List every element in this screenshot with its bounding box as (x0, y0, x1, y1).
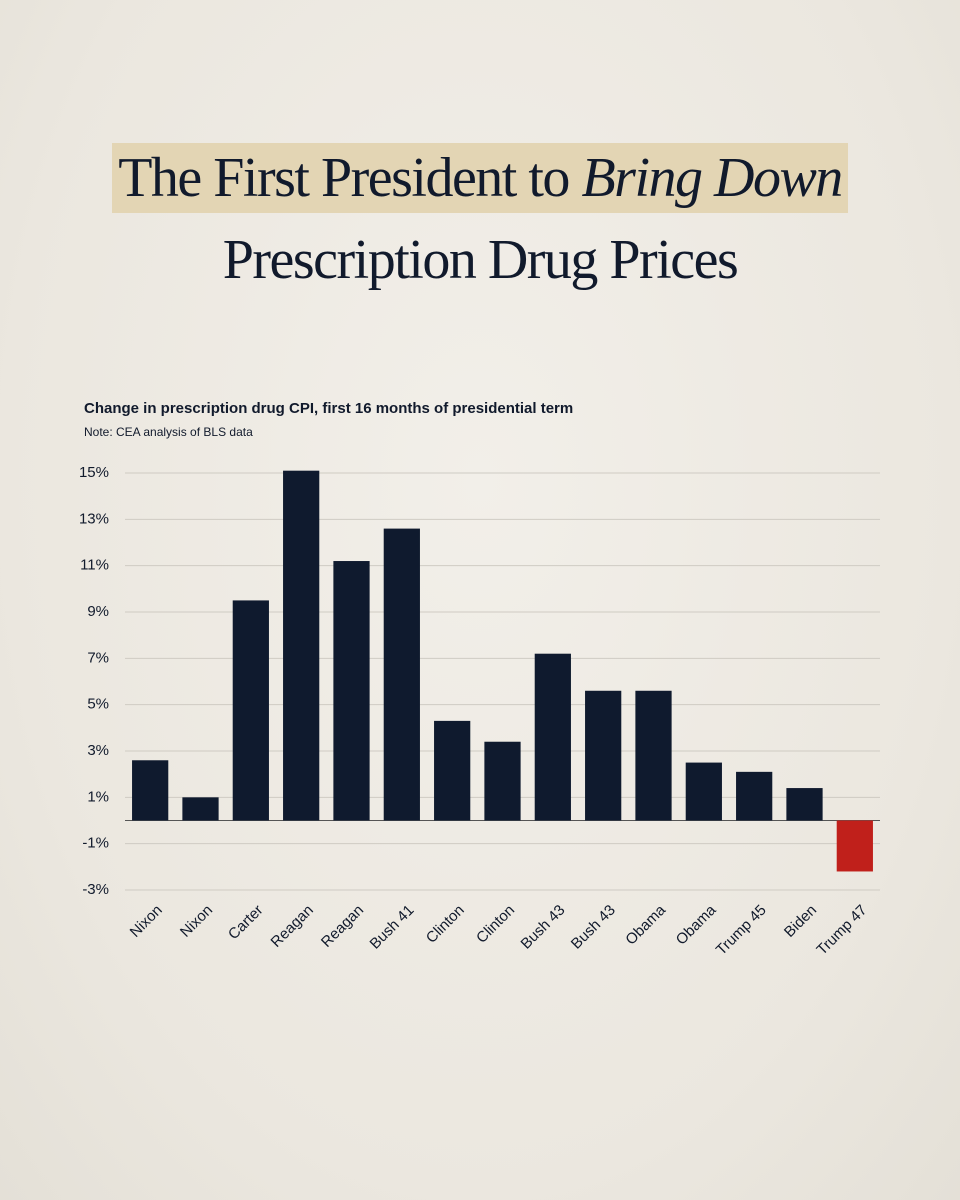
y-tick-label: 13% (79, 510, 109, 527)
y-tick-label: 5% (87, 696, 109, 713)
y-tick-label: 15% (79, 464, 109, 481)
x-tick-label: Clinton (423, 902, 468, 947)
x-tick-label: Bush 43 (518, 902, 569, 953)
bar (534, 653, 571, 821)
title-text: Prescription Drug Prices (222, 229, 739, 291)
y-tick-label: 11% (80, 557, 109, 574)
x-tick-label: Obama (673, 901, 720, 948)
subtitle: Change in prescription drug CPI, first 1… (84, 400, 573, 417)
bar (434, 720, 471, 821)
bar (283, 470, 320, 821)
y-tick-label: 3% (87, 742, 109, 759)
y-tick-label: -1% (82, 835, 109, 852)
x-tick-label: Trump 47 (813, 902, 870, 959)
x-tick-label: Bush 43 (568, 902, 619, 953)
title-emphasis: Bring Down (581, 147, 843, 209)
bar (685, 762, 722, 821)
x-tick-label: Reagan (318, 902, 367, 951)
x-tick-label: Nixon (177, 902, 216, 941)
bar (232, 600, 269, 821)
bar (786, 788, 823, 821)
x-tick-label: Trump 45 (713, 902, 770, 959)
title-text: The First President to (118, 147, 570, 209)
x-tick-label: Nixon (127, 902, 166, 941)
y-tick-label: 7% (87, 649, 109, 666)
bar (383, 528, 420, 821)
title-line: The First President to Bring Down (0, 143, 960, 213)
bar (182, 797, 219, 821)
x-tick-label: Clinton (473, 902, 518, 947)
x-tick-label: Biden (781, 902, 820, 941)
bar (484, 741, 521, 821)
bar (333, 561, 370, 821)
note: Note: CEA analysis of BLS data (84, 425, 253, 439)
x-tick-label: Obama (622, 901, 669, 948)
title-highlight: The First President to Bring Down (112, 143, 848, 213)
bar (836, 820, 873, 872)
x-tick-label: Bush 41 (367, 902, 418, 953)
y-tick-label: -3% (82, 881, 109, 898)
x-tick-label: Reagan (268, 902, 317, 951)
bar (132, 760, 169, 821)
y-tick-label: 9% (87, 603, 109, 620)
x-tick-label: Carter (225, 902, 266, 943)
y-tick-label: 1% (87, 788, 109, 805)
bar (736, 771, 773, 821)
bar (585, 690, 622, 821)
bar (635, 690, 672, 821)
